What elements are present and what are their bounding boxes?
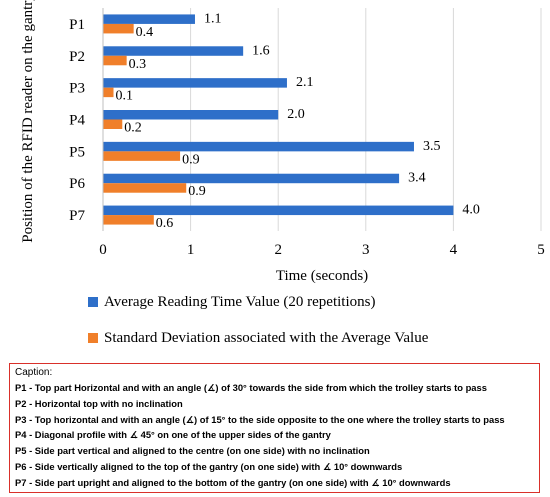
data-labels: 1.1 0.4 1.6 0.3 2.1 0.1 2.0 0.2 3.5 0.9 3.4 0.9 4.0 0… — [116, 11, 480, 231]
y-tick-label: P2 — [69, 49, 85, 65]
x-tick-label: 3 — [362, 242, 370, 258]
y-tick-label: P4 — [69, 113, 85, 129]
bar-average — [103, 110, 279, 120]
data-label-average: 3.5 — [423, 139, 441, 154]
data-label-std-dev: 0.9 — [182, 152, 200, 167]
x-tick-label: 4 — [450, 242, 458, 258]
data-label-average: 4.0 — [462, 203, 480, 218]
data-label-average: 2.1 — [296, 75, 314, 90]
y-tick-label: P6 — [69, 176, 85, 192]
bar-std-dev — [103, 87, 114, 98]
caption-line-p6: P6 - Side vertically aligned to the top … — [15, 460, 403, 472]
y-tick-label: P5 — [69, 144, 85, 160]
bars — [103, 14, 454, 225]
legend-label-average: Average Reading Time Value (20 repetitio… — [104, 293, 376, 310]
legend-swatch-orange — [88, 333, 98, 343]
legend-swatch-blue — [88, 297, 98, 307]
bar-std-dev — [103, 215, 154, 225]
bar-average — [103, 14, 195, 24]
legend-label-std-dev: Standard Deviation associated with the A… — [104, 329, 429, 346]
x-tick-label: 5 — [537, 242, 545, 258]
data-label-std-dev: 0.2 — [124, 121, 142, 136]
caption-line-p7: P7 - Side part upright and aligned to th… — [15, 476, 451, 488]
data-label-std-dev: 0.4 — [136, 25, 154, 40]
bar-average — [103, 78, 287, 88]
bar-std-dev — [103, 183, 187, 193]
bar-average — [103, 46, 244, 56]
data-label-average: 1.1 — [204, 11, 222, 26]
y-tick-label: P1 — [69, 17, 85, 33]
data-label-average: 2.0 — [287, 107, 305, 122]
data-label-std-dev: 0.9 — [188, 184, 206, 199]
caption-box: Caption: P1 - Top part Horizontal and wi… — [9, 363, 540, 493]
caption-title: Caption: — [15, 367, 53, 378]
bar-std-dev — [103, 23, 134, 34]
y-axis-title: Position of the RFID reader on the gantr… — [20, 0, 36, 243]
legend: Average Reading Time Value (20 repetitio… — [88, 292, 538, 364]
data-label-average: 3.4 — [408, 171, 426, 186]
bar-average — [103, 141, 414, 152]
x-tick-label: 0 — [99, 242, 107, 258]
bar-average — [103, 173, 400, 184]
legend-item-average: Average Reading Time Value (20 repetitio… — [88, 292, 538, 312]
legend-item-std-dev: Standard Deviation associated with the A… — [88, 328, 538, 348]
caption-line-p4: P4 - Diagonal profile with ∡ 45° on one … — [15, 429, 331, 441]
axes: 0 1 2 3 4 5 P1 P2 P3 P4 P5 P6 P7 — [69, 8, 545, 258]
data-label-std-dev: 0.1 — [116, 89, 133, 104]
bar-average — [103, 205, 454, 216]
data-label-std-dev: 0.6 — [156, 216, 174, 231]
y-tick-label: P3 — [69, 81, 85, 97]
x-tick-label: 2 — [274, 242, 282, 258]
bar-std-dev — [103, 151, 181, 161]
caption-line-p2: P2 - Horizontal top with no inclination — [15, 397, 183, 409]
x-tick-label: 1 — [187, 242, 195, 258]
caption-line-p3: P3 - Top horizontal and with an angle (∡… — [15, 413, 505, 425]
gridlines — [190, 8, 542, 231]
x-axis-title: Time (seconds) — [276, 268, 368, 284]
bar-std-dev — [103, 55, 127, 66]
data-label-average: 1.6 — [252, 43, 270, 58]
data-label-std-dev: 0.3 — [129, 57, 147, 72]
bar-chart: 1.10.41.60.32.10.12.00.23.50.93.40.94.00… — [20, 0, 545, 284]
caption-line-p1: P1 - Top part Horizontal and with an ang… — [15, 382, 487, 393]
y-tick-label: P7 — [69, 208, 85, 224]
bar-std-dev — [103, 119, 123, 129]
caption-line-p5: P5 - Side part vertical and aligned to t… — [15, 445, 370, 457]
